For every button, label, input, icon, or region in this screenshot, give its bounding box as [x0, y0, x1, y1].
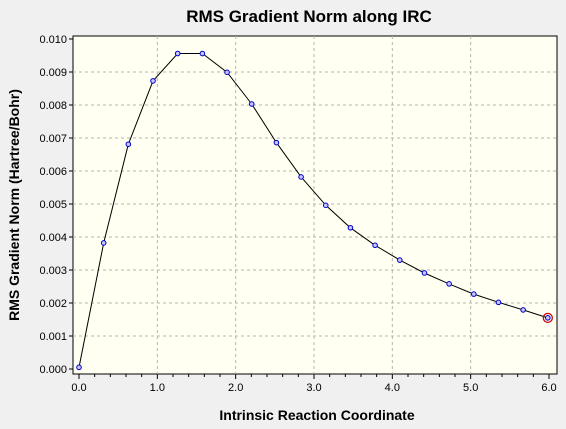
x-tick-label: 2.0: [228, 382, 243, 394]
data-point: [298, 174, 304, 180]
y-tick-label: 0.003: [39, 265, 67, 277]
y-tick-label: 0.002: [39, 298, 67, 310]
y-tick-label: 0.001: [39, 331, 67, 343]
series-polyline: [78, 53, 548, 368]
y-tick-label: 0.006: [39, 166, 67, 178]
data-point: [125, 141, 132, 148]
chart-title: RMS Gradient Norm along IRC: [186, 7, 432, 26]
data-point: [347, 224, 354, 231]
data-point: [446, 281, 452, 287]
data-point: [100, 240, 107, 246]
y-tick-label: 0.007: [39, 133, 67, 145]
y-tick-label: 0.009: [39, 67, 67, 79]
y-tick-label: 0.005: [39, 199, 67, 211]
data-point: [495, 299, 502, 306]
data-point: [421, 270, 428, 276]
data-point: [520, 307, 526, 313]
data-point: [322, 202, 329, 209]
x-tick-label: 5.0: [463, 382, 478, 394]
x-tick-label: 4.0: [385, 382, 400, 394]
data-point: [372, 242, 378, 249]
data-point: [150, 78, 156, 84]
data-point: [224, 69, 230, 76]
plot-area: [72, 35, 558, 375]
data-point: [174, 50, 181, 57]
x-tick-label: 3.0: [306, 382, 321, 394]
y-tick-label: 0.010: [39, 34, 67, 46]
y-tick-label: 0.000: [39, 364, 67, 376]
x-tick-label: 1.0: [150, 382, 165, 394]
data-points: [76, 50, 553, 371]
data-point: [248, 101, 255, 107]
y-tick-label: 0.008: [39, 100, 67, 112]
data-point: [471, 291, 477, 297]
y-tick-label: 0.004: [39, 232, 67, 244]
data-point: [76, 364, 82, 371]
series-line: [78, 53, 548, 368]
data-point: [199, 50, 206, 57]
highlight-ring: [542, 312, 553, 324]
axis-ticks: 0.000 0.001 0.002 0.003 0.004 0.005 0.006 0.007…: [39, 34, 556, 394]
y-axis-title: RMS Gradient Norm (Hartree/Bohr): [6, 89, 22, 321]
x-axis-title: Intrinsic Reaction Coordinate: [219, 407, 414, 423]
data-point: [273, 139, 280, 146]
grid-lines: [73, 36, 557, 374]
x-tick-label: 0.0: [71, 382, 86, 394]
x-tick-label: 6.0: [541, 382, 556, 394]
data-point: [396, 257, 403, 263]
data-point: [545, 315, 551, 321]
